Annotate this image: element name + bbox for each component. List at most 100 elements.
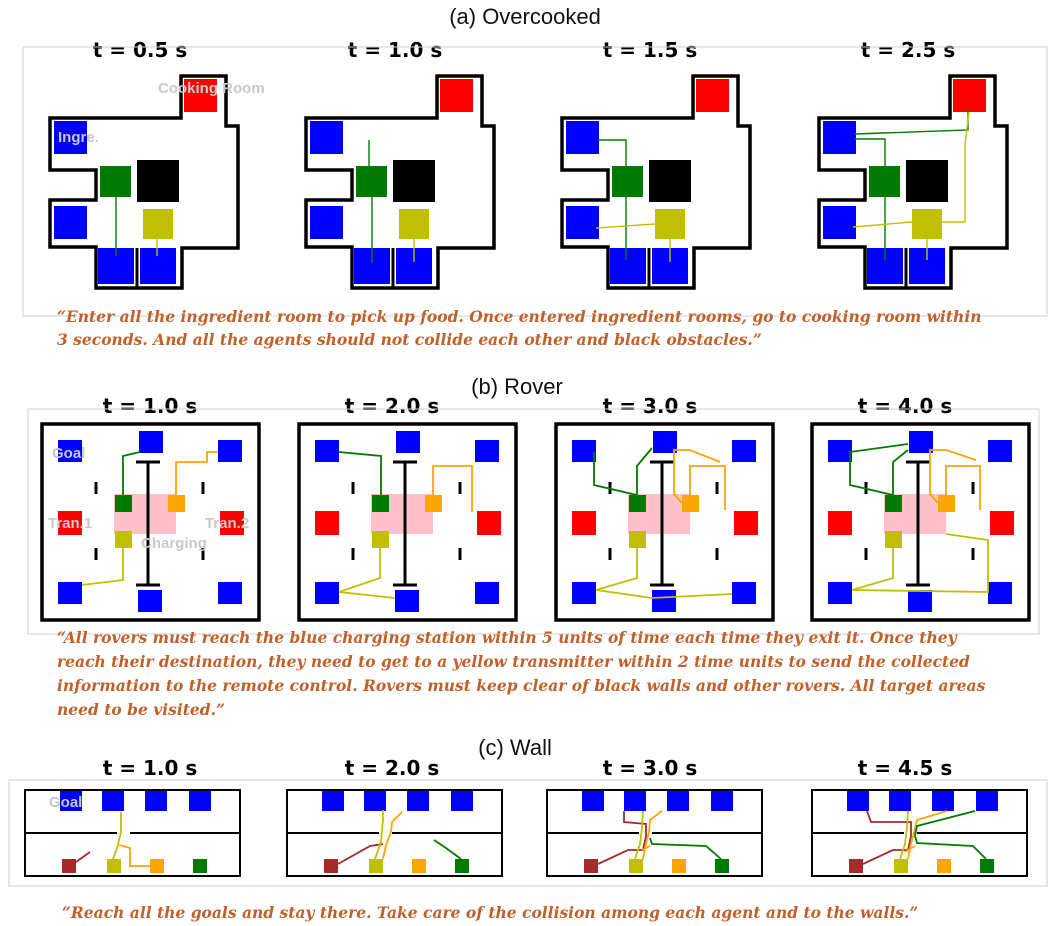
transmitter (828, 511, 852, 535)
overcooked-panel-2 (304, 74, 496, 290)
agent-yellow (629, 859, 643, 873)
wall-quote: “Reach all the goals and stay there. Tak… (62, 903, 918, 922)
obstacle (393, 160, 435, 202)
cooking-room (184, 79, 217, 112)
rover-time-1: t = 1.0 s (103, 394, 198, 418)
obstacle (649, 160, 691, 202)
goal (711, 791, 733, 811)
rover-quote-line-3: information to the remote control. Rover… (57, 676, 986, 695)
goal (322, 791, 344, 811)
trajectory-green (593, 452, 638, 496)
overcooked-quote-line-1: “Enter all the ingredient room to pick u… (57, 307, 981, 326)
goal (908, 590, 932, 612)
trajectory-yellow (899, 810, 909, 860)
trajectory-darkred (75, 851, 91, 863)
rover-green (629, 495, 646, 512)
rover-yellow (885, 531, 902, 548)
overcooked-time-1: t = 0.5 s (93, 38, 188, 62)
goal (909, 431, 933, 453)
transmitter (220, 511, 244, 535)
trajectory-yellow (595, 223, 656, 229)
overcooked-label-ingredient: Ingre. (58, 129, 99, 146)
goal (652, 590, 676, 612)
trajectory-yellow (852, 221, 913, 228)
ingredient-room (54, 121, 87, 154)
agent-yellow (369, 859, 383, 873)
wall-frame (8, 779, 1048, 887)
agent-darkred (849, 859, 863, 873)
overcooked-quote: “Enter all the ingredient room to pick u… (57, 307, 981, 349)
trajectory-yellow (374, 810, 384, 860)
goal (395, 590, 419, 612)
rover-time-4: t = 4.0 s (858, 394, 953, 418)
trajectory-orange (673, 449, 721, 504)
rover-yellow (372, 531, 389, 548)
overcooked-frame (22, 46, 1048, 317)
trajectory-orange (175, 451, 218, 495)
ingredient-room (310, 121, 343, 154)
rover-panel-4 (810, 422, 1031, 622)
overcooked-panel-4 (817, 74, 1009, 290)
goal (218, 582, 242, 604)
trajectory-orange (641, 845, 651, 851)
goal (976, 791, 998, 811)
agent-green (980, 859, 994, 873)
cooking-room (696, 79, 729, 112)
rover-label-goal: Goal (52, 445, 85, 462)
goal (988, 440, 1012, 462)
goal (451, 791, 473, 811)
transmitter (990, 511, 1014, 535)
ingredient-room (54, 206, 87, 239)
rover-green (115, 495, 132, 512)
goal (138, 590, 162, 612)
wall-label-goal: Goal (49, 794, 82, 811)
wall-time-1: t = 1.0 s (103, 756, 198, 780)
goal (102, 791, 124, 811)
ingredient-room (140, 248, 176, 284)
trajectory-green (433, 839, 462, 860)
agent-orange (150, 859, 164, 873)
goal (667, 791, 689, 811)
rover-quote-line-4: need to be visited.” (57, 700, 225, 719)
goal (145, 791, 167, 811)
agent-darkred (584, 859, 598, 873)
trajectory-green (855, 138, 886, 166)
agent-green (715, 859, 729, 873)
trajectory-green (914, 810, 987, 860)
overcooked-panel-3 (560, 74, 752, 290)
overcooked-label-cooking: Cooking Room (158, 80, 265, 97)
wall-quote-line-1: “Reach all the goals and stay there. Tak… (62, 903, 918, 922)
trajectory-green (849, 443, 909, 496)
transmitter (734, 511, 758, 535)
rover-frame (27, 408, 1040, 635)
agent-green (193, 859, 207, 873)
trajectory-orange (907, 810, 948, 860)
goal (218, 440, 242, 462)
agent-darkred (62, 859, 76, 873)
goal (572, 582, 596, 604)
trajectory-green (598, 139, 627, 166)
goal (624, 791, 646, 811)
ingredient-room (566, 121, 599, 154)
rover-time-2: t = 2.0 s (345, 394, 440, 418)
transmitter (58, 511, 82, 535)
trajectory-orange (432, 465, 473, 512)
rover-orange (425, 495, 442, 512)
agent-orange (672, 859, 686, 873)
wall-title: (c) Wall (478, 735, 552, 760)
wall-panel-3 (546, 789, 763, 877)
goal (189, 791, 211, 811)
agent-yellow (399, 209, 429, 239)
trajectory-green (649, 837, 722, 860)
trajectory-yellow (942, 111, 970, 223)
goal (828, 582, 852, 604)
trajectory-orange (945, 465, 981, 510)
agent-green (455, 859, 469, 873)
trajectory-yellow (112, 812, 122, 860)
goal (653, 431, 677, 453)
wall-panel-2 (286, 789, 503, 877)
overcooked-quote-line-2: 3 seconds. And all the agents should not… (57, 330, 762, 349)
rover-title: (b) Rover (471, 374, 563, 399)
transmitter (315, 511, 339, 535)
